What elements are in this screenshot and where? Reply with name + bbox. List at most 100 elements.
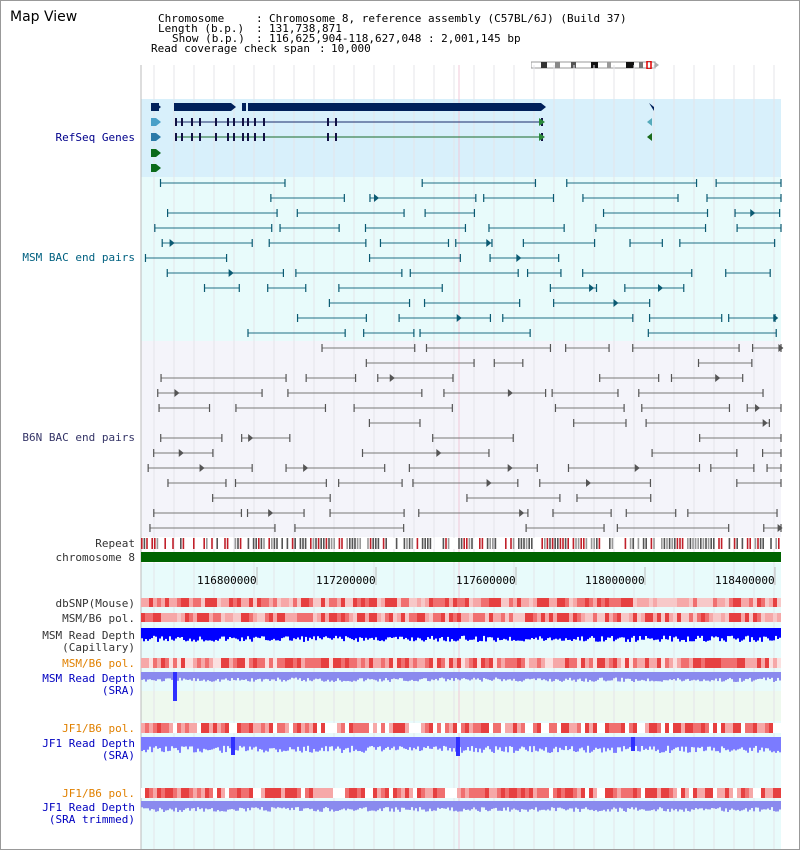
jf1-depth-sra-bar <box>691 737 693 748</box>
msm-b6-pol-heat-cell <box>705 613 709 622</box>
repeat-element <box>518 538 520 549</box>
jf1-depth-trim-bar <box>153 801 155 810</box>
repeat-element <box>323 538 325 549</box>
jf1-depth-sra-bar <box>437 737 439 750</box>
jf1-depth-trim-bar <box>479 801 481 812</box>
msm-depth-sra-bar <box>485 672 487 679</box>
jf1-b6-pol-heat-cell <box>605 723 609 733</box>
msm-b6-pol-heat-cell <box>313 613 317 622</box>
jf1-b6-pol-heat-cell <box>413 723 417 733</box>
track-label-msm-bac[interactable]: MSM BAC end pairs <box>22 251 135 264</box>
jf1-depth-sra-bar <box>589 737 591 753</box>
show-key: Show (b.p.) <box>172 32 245 45</box>
msm-depth-cap-bar <box>627 628 629 640</box>
jf1-depth-trim-bar <box>757 801 759 808</box>
repeat-element <box>705 538 707 549</box>
jf1-depth-trim-bar <box>389 801 391 812</box>
jf1-depth-trim-bar <box>749 801 751 810</box>
msm-depth-sra-bar <box>683 672 685 681</box>
jf1-depth-trim-bar <box>713 801 715 809</box>
msm-depth-sra-bar <box>747 672 749 680</box>
msm-b6-pol-heat-cell <box>153 658 157 668</box>
msm-depth-sra-bar <box>749 672 751 678</box>
b6n-bac-arrow <box>507 464 513 472</box>
msm-depth-sra-bar <box>253 672 255 682</box>
repeat-element <box>255 538 257 549</box>
repeat-element <box>726 538 728 549</box>
track-label-msm-depth-sra-1[interactable]: MSM Read Depth <box>42 672 135 685</box>
msm-depth-cap-bar <box>477 628 479 642</box>
msm-b6-pol-heat-cell <box>425 658 429 668</box>
track-label-chromosome[interactable]: chromosome 8 <box>55 551 135 564</box>
track-label-refseq-genes[interactable]: RefSeq Genes <box>55 131 135 144</box>
msm-depth-sra-bar <box>169 672 171 679</box>
jf1-depth-trim-bar <box>575 801 577 808</box>
track-label-jf1-depth-trim-1[interactable]: JF1 Read Depth <box>42 801 135 814</box>
jf1-depth-sra-bar <box>205 737 207 750</box>
track-label-b6n-bac[interactable]: B6N BAC end pairs <box>22 431 135 444</box>
msm-depth-sra-bar <box>149 672 151 680</box>
track-label-jf1-b6-pol-2[interactable]: JF1/B6 pol. <box>62 787 135 800</box>
msm-depth-cap-bar <box>461 628 463 637</box>
jf1-depth-trim-bar <box>541 801 543 810</box>
track-label-repeat[interactable]: Repeat <box>95 537 135 550</box>
dbsnp-heat-cell <box>665 598 669 607</box>
jf1-depth-trim-bar <box>727 801 729 812</box>
msm-b6-pol-heat-cell <box>593 613 597 622</box>
repeat-element <box>629 538 632 549</box>
msm-depth-cap-bar <box>553 628 555 640</box>
msm-depth-cap-bar <box>351 628 353 640</box>
dbsnp-heat-cell <box>589 598 593 607</box>
msm-b6-pol-heat-cell <box>537 658 541 668</box>
jf1-depth-sra-bar <box>393 737 395 747</box>
track-label-jf1-depth-sra-1[interactable]: JF1 Read Depth <box>42 737 135 750</box>
repeat-element <box>593 538 595 549</box>
repeat-element <box>655 538 658 549</box>
jf1-depth-trim-bar <box>459 801 461 812</box>
jf1-b6-pol-heat-cell <box>537 723 541 733</box>
jf1-depth-trim-bar <box>745 801 747 809</box>
jf1-depth-sra-bar <box>537 737 539 752</box>
track-label-msm-depth-cap-1[interactable]: MSM Read Depth <box>42 629 135 642</box>
msm-depth-sra-bar <box>211 672 213 682</box>
jf1-b6-pol-heat-cell <box>421 723 425 733</box>
msm-depth-cap-bar <box>153 628 155 636</box>
msm-b6-pol-heat-cell <box>745 613 749 622</box>
dbsnp-heat-cell <box>389 598 393 607</box>
jf1-b6-pol-heat-cell <box>501 723 505 733</box>
msm-depth-sra-bar <box>669 672 671 680</box>
repeat-element <box>510 538 512 549</box>
jf1-depth-trim-bar <box>289 801 291 811</box>
dbsnp-heat-cell <box>601 598 605 607</box>
dbsnp-heat-cell <box>341 598 345 607</box>
repeat-element <box>401 538 403 549</box>
msm-b6-pol-heat-cell <box>469 613 473 622</box>
jf1-b6-pol-heat-cell <box>341 723 345 733</box>
jf1-depth-trim-bar <box>771 801 773 808</box>
msm-b6-pol-heat-cell <box>329 658 333 668</box>
track-label-jf1-b6-pol-1[interactable]: JF1/B6 pol. <box>62 722 135 735</box>
msm-depth-cap-bar <box>383 628 385 642</box>
track-label-msm-b6-pol-2[interactable]: MSM/B6 pol. <box>62 657 135 670</box>
msm-depth-sra-bar <box>771 672 773 678</box>
msm-b6-pol-heat-cell <box>385 658 389 668</box>
msm-depth-sra-bar <box>213 672 215 682</box>
msm-depth-sra-bar <box>695 672 697 681</box>
msm-b6-pol-heat-cell <box>417 613 421 622</box>
jf1-depth-sra-bar <box>439 737 441 749</box>
jf1-depth-trim-bar <box>705 801 707 809</box>
gene-strand-arrow <box>539 133 545 141</box>
jf1-depth-sra-bar <box>543 737 545 751</box>
msm-depth-cap-bar <box>563 628 565 641</box>
jf1-depth-trim-bar <box>467 801 469 810</box>
jf1-b6-pol-heat-cell <box>753 788 757 798</box>
msm-depth-cap-bar <box>481 628 483 642</box>
jf1-depth-sra-bar <box>629 737 631 748</box>
msm-depth-cap-bar <box>359 628 361 638</box>
track-label-dbsnp[interactable]: dbSNP(Mouse) <box>55 597 135 610</box>
dbsnp-heat-cell <box>469 598 473 607</box>
jf1-depth-sra-bar <box>515 737 517 751</box>
track-label-msm-b6-pol-1[interactable]: MSM/B6 pol. <box>62 612 135 625</box>
dbsnp-heat-cell <box>685 598 689 607</box>
